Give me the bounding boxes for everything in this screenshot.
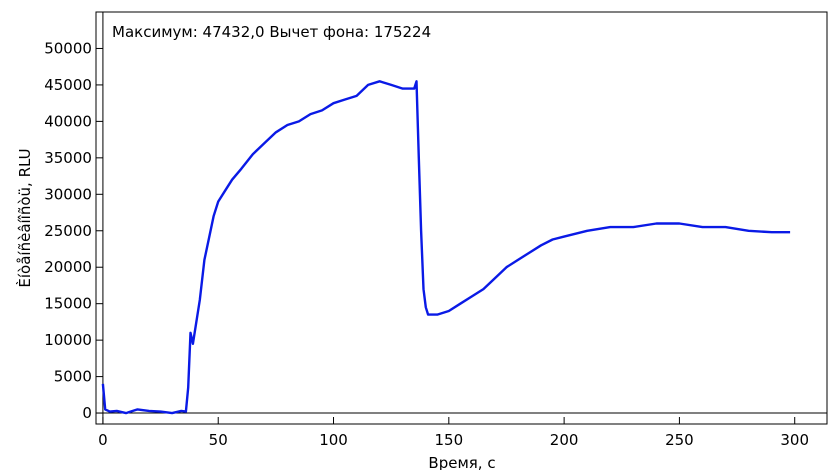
- x-tick-label: 300: [780, 431, 809, 449]
- tick-group: 0 5000 10000 15000 20000 25000 30000 35000 40000…: [44, 39, 809, 449]
- y-tick-label: 50000: [44, 39, 92, 57]
- y-axis-title: Èíòåíñèâíîñòü, RLU: [15, 148, 34, 287]
- x-tick-label: 150: [434, 431, 463, 449]
- y-tick-label: 40000: [44, 112, 92, 130]
- y-tick-label: 45000: [44, 76, 92, 94]
- x-tick-label: 0: [98, 431, 108, 449]
- y-tick-label: 25000: [44, 222, 92, 240]
- plot-frame: [95, 11, 828, 425]
- y-tick-label: 20000: [44, 258, 92, 276]
- y-tick-label: 5000: [54, 368, 92, 386]
- info-text: Максимум: 47432,0 Вычет фона: 175224: [112, 23, 431, 41]
- y-tick-label: 10000: [44, 331, 92, 349]
- x-tick-label: 250: [665, 431, 694, 449]
- y-tick-label: 35000: [44, 149, 92, 167]
- x-tick-label: 100: [319, 431, 348, 449]
- x-tick-label: 50: [209, 431, 228, 449]
- x-axis-title: Время, с: [428, 454, 495, 470]
- x-tick-label: 200: [550, 431, 579, 449]
- y-tick-label: 0: [82, 404, 92, 422]
- series-group: [101, 80, 791, 415]
- y-tick-label: 30000: [44, 185, 92, 203]
- y-tick-label: 15000: [44, 295, 92, 313]
- series-line: [101, 80, 791, 415]
